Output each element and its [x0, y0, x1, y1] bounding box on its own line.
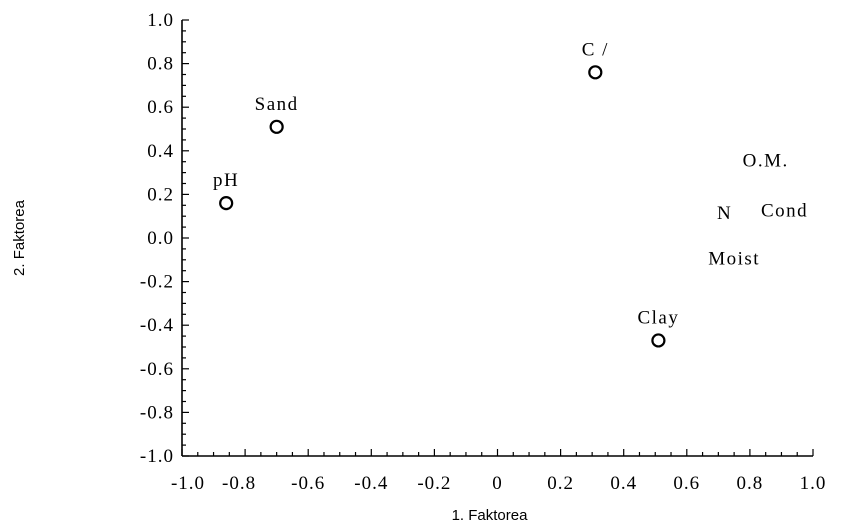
point-label-cond: Cond: [761, 201, 808, 222]
y-axis-title: 2. Faktorea: [11, 199, 28, 276]
axes: [181, 20, 813, 457]
y-tick-label: 1.0: [147, 10, 174, 31]
point-marker-clay: [651, 333, 666, 348]
tick-labels: 1.0 0.8 0.6 0.4 0.2 0.0 -0.2 -0.4 -0.6 -0.8 -1.0 -1…: [140, 10, 827, 494]
tick-marks: [181, 19, 814, 457]
point-marker-sand: [269, 119, 284, 134]
point-label-n: N: [717, 203, 732, 224]
point-label-c: C /: [582, 39, 609, 60]
y-tick-label: -0.6: [140, 359, 174, 380]
y-tick-label: 0.4: [147, 141, 174, 162]
point-marker-ph: [219, 196, 234, 211]
x-tick-label: 0: [492, 473, 503, 494]
x-tick-label: 0.2: [547, 473, 574, 494]
x-tick-label: -0.8: [222, 473, 256, 494]
x-tick-label: -0.2: [417, 473, 451, 494]
x-tick-label: 0.6: [673, 473, 700, 494]
x-tick-label: -0.4: [354, 473, 388, 494]
y-tick-label: -0.2: [140, 272, 174, 293]
point-label-o-m: O.M.: [743, 151, 789, 172]
point-label-moist: Moist: [708, 249, 760, 270]
y-tick-label: -1.0: [140, 446, 174, 467]
point-label-clay: Clay: [637, 307, 679, 328]
x-tick-label: 0.8: [737, 473, 764, 494]
point-marker-c: [588, 65, 603, 80]
point-label-sand: Sand: [255, 94, 299, 115]
y-tick-label: 0.8: [147, 54, 174, 75]
x-tick-label: -0.6: [291, 473, 325, 494]
x-axis-title: 1. Faktorea: [452, 507, 529, 524]
y-tick-label: 0.0: [147, 228, 174, 249]
data-points: pH Sand C / Clay O.M. N Cond Moist: [213, 39, 808, 348]
y-tick-label: 0.2: [147, 184, 174, 205]
y-tick-label: -0.4: [140, 315, 174, 336]
x-tick-label: 0.4: [610, 473, 637, 494]
y-tick-label: -0.8: [140, 402, 174, 423]
point-label-ph: pH: [213, 170, 239, 191]
y-tick-label: 0.6: [147, 97, 174, 118]
x-tick-label: -1.0: [171, 473, 205, 494]
x-tick-label: 1.0: [800, 473, 827, 494]
